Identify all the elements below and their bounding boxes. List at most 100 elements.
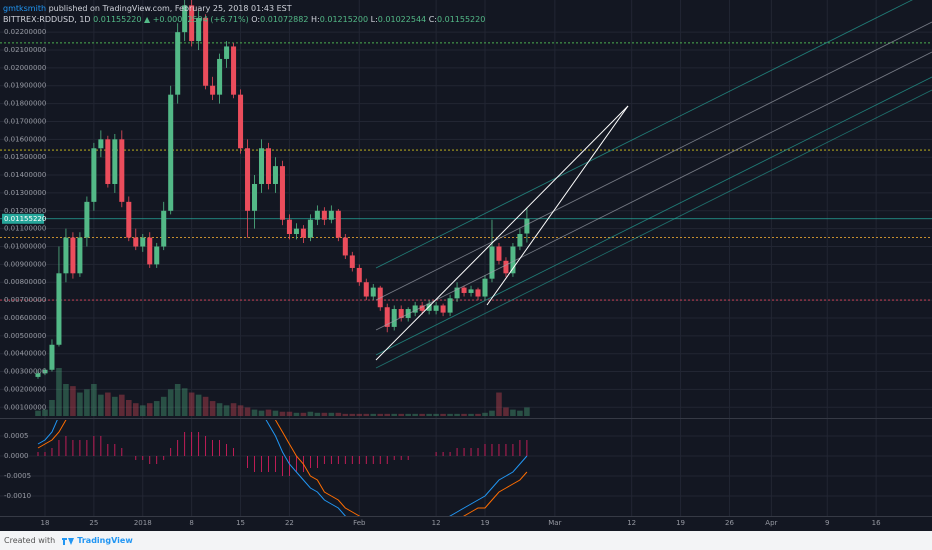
volume-bar xyxy=(363,413,370,416)
channel-line xyxy=(375,0,913,269)
x-tick-label: 2018 xyxy=(134,519,152,527)
candle-body xyxy=(524,218,530,234)
volume-bar xyxy=(279,411,286,416)
drawings xyxy=(375,0,932,369)
candle-body xyxy=(307,219,313,238)
volume-bar xyxy=(98,394,104,416)
candle-body xyxy=(154,246,160,265)
volume-bar xyxy=(237,405,244,416)
candle-body xyxy=(91,148,97,202)
y-tick-label: 0.00600000 xyxy=(4,314,46,322)
volume-bar xyxy=(112,396,118,416)
candle-body xyxy=(265,148,271,184)
volume-bar xyxy=(517,410,523,416)
volume-bar xyxy=(244,407,251,416)
volume-bar xyxy=(293,412,300,416)
h: 0.01215200 xyxy=(319,15,369,24)
volume-bar xyxy=(42,409,48,416)
candle-body xyxy=(461,287,467,293)
published: published on TradingView.com, February 2… xyxy=(48,4,292,13)
volume-bar xyxy=(496,392,502,416)
candle-body xyxy=(231,46,237,95)
macd-line xyxy=(37,420,528,516)
volume-bar xyxy=(370,413,377,416)
o-label: O: xyxy=(251,15,261,24)
y-tick-label: 0.00700000 xyxy=(4,296,46,304)
volume-bar xyxy=(146,403,153,416)
x-tick-label: 12 xyxy=(432,519,441,527)
volume-bar xyxy=(188,392,195,416)
candle-body xyxy=(300,228,306,238)
volume-bar xyxy=(126,400,132,416)
volume-bar xyxy=(195,394,202,416)
x-tick-label: 19 xyxy=(676,519,685,527)
x-tick-label: Apr xyxy=(765,519,777,527)
volume-bar xyxy=(35,410,41,416)
volume-bar xyxy=(56,368,62,416)
x-tick-label: 19 xyxy=(481,519,490,527)
candle-body xyxy=(168,94,174,211)
macd-tick-label: -0.0005 xyxy=(4,472,31,480)
candle-body xyxy=(189,5,195,42)
candle-body xyxy=(517,234,523,247)
y-tick-label: 0.01400000 xyxy=(4,171,46,179)
candle-body xyxy=(286,219,292,235)
candle-body xyxy=(370,287,376,297)
y-tick-label: 0.02100000 xyxy=(4,46,46,54)
volume-bar xyxy=(286,411,293,416)
y-tick-label: 0.00200000 xyxy=(4,385,46,393)
volume-bar xyxy=(524,407,530,416)
brand[interactable]: TradingView xyxy=(77,536,133,545)
candle-body xyxy=(412,305,418,313)
candle-body xyxy=(272,166,278,184)
candle-body xyxy=(35,373,41,377)
x-tick-label: Feb xyxy=(353,519,366,527)
candle-body xyxy=(363,282,369,297)
volume-bar xyxy=(398,413,404,416)
candle-body xyxy=(419,305,425,311)
candle-body xyxy=(342,237,348,256)
volume-bar xyxy=(433,413,439,416)
macd-tick-label: 0.0005 xyxy=(4,432,29,440)
change: ▲ +0.00072594 (+6.71%) xyxy=(144,15,249,24)
y-tick-label: 0.00900000 xyxy=(4,260,46,268)
volume-bar xyxy=(412,413,418,416)
candle-body xyxy=(161,210,167,247)
candle-body xyxy=(475,289,481,297)
volume-bar xyxy=(167,389,174,416)
volume-bar xyxy=(475,413,481,416)
candle-body xyxy=(482,278,488,297)
channel-line xyxy=(375,51,932,331)
volume-bar xyxy=(300,412,307,416)
x-tick-label: 26 xyxy=(725,519,734,527)
volume-bar xyxy=(440,413,446,416)
candle-body xyxy=(182,5,188,33)
x-tick-label: 12 xyxy=(627,519,636,527)
volume-bar xyxy=(181,388,188,416)
candle-body xyxy=(314,210,320,220)
candle-body xyxy=(468,289,474,293)
volume-bar xyxy=(503,407,509,416)
volume-bar xyxy=(70,386,76,416)
volume-bar xyxy=(328,412,335,416)
volume-bar xyxy=(251,409,258,416)
candle-body xyxy=(510,246,516,274)
last: 0.01155220 xyxy=(93,15,142,24)
y-tick-label: 0.01300000 xyxy=(4,189,46,197)
h-label: H: xyxy=(311,15,320,24)
volume-bar xyxy=(223,405,230,416)
candle-body xyxy=(77,237,83,274)
y-tick-label: 0.02200000 xyxy=(4,28,46,36)
volume-bar xyxy=(510,409,516,416)
candle-body xyxy=(133,237,139,247)
volume-bar xyxy=(153,401,160,416)
candle-body xyxy=(335,210,341,238)
volume-bar xyxy=(105,392,111,416)
x-tick-label: Mar xyxy=(548,519,561,527)
author[interactable]: gmtksmith xyxy=(3,4,47,13)
candle-body xyxy=(140,237,146,247)
x-tick-label: 18 xyxy=(41,519,50,527)
y-tick-label: 0.00500000 xyxy=(4,332,46,340)
x-tick-label: 15 xyxy=(236,519,245,527)
